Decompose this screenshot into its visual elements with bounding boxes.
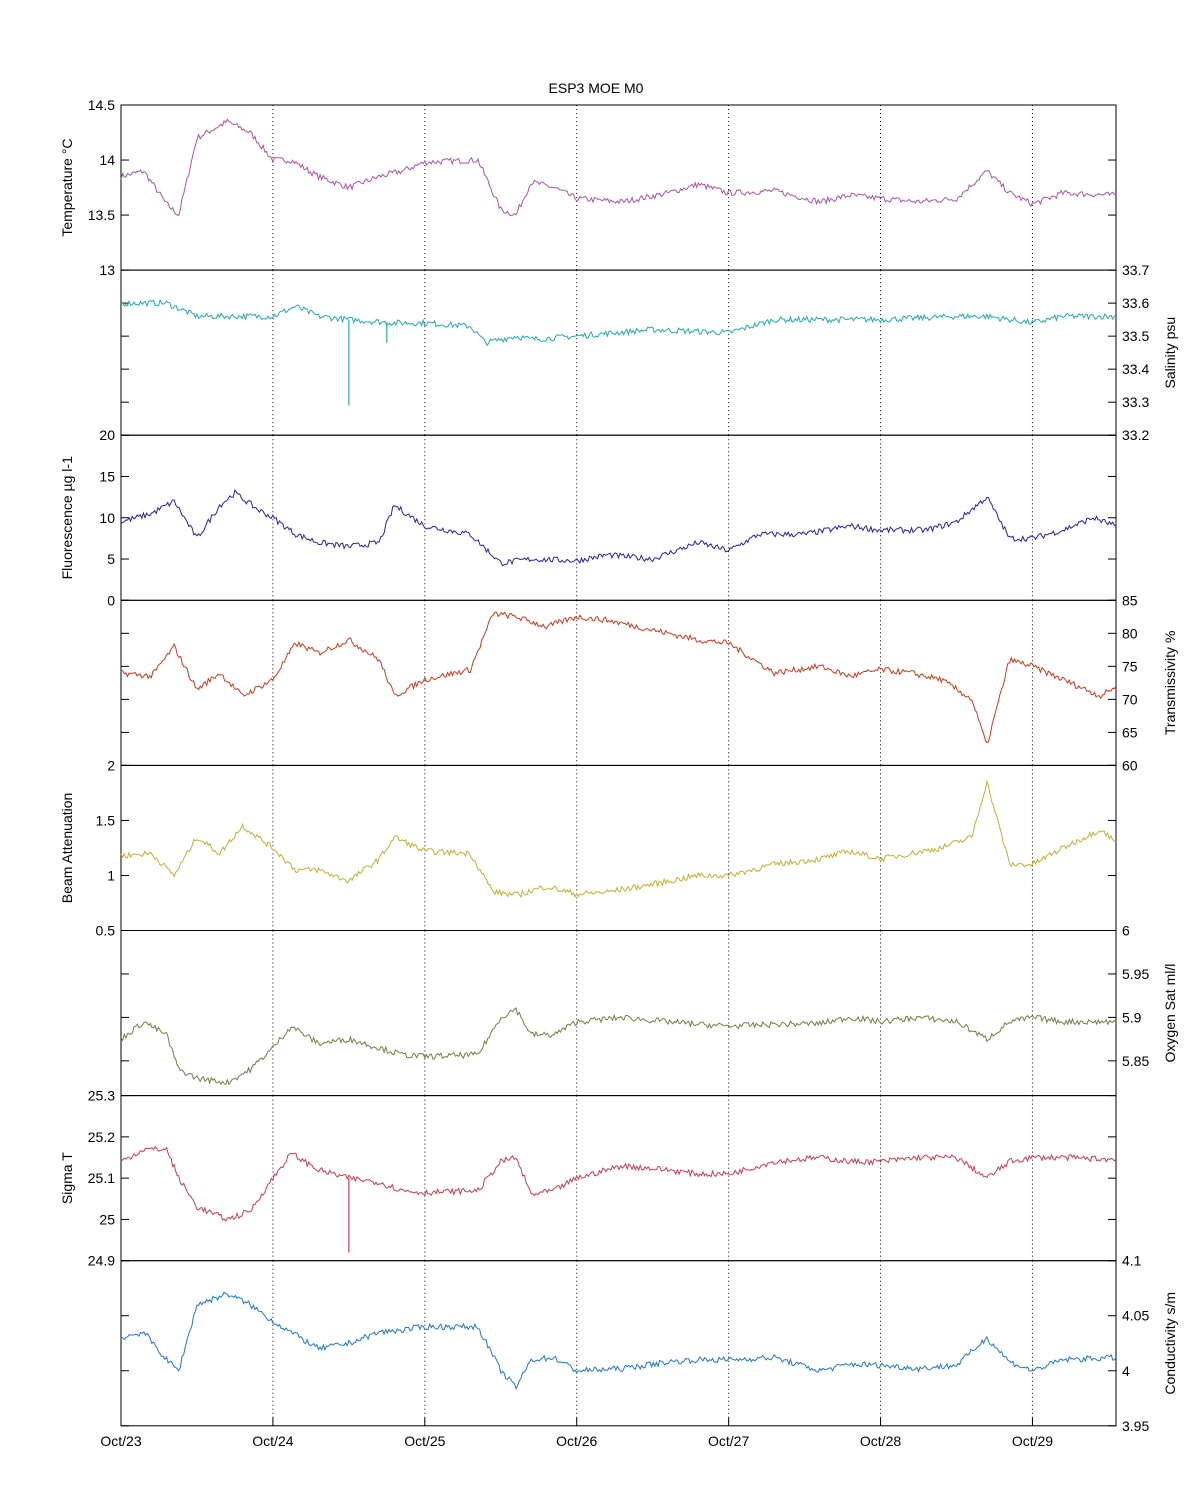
y-tick-label: 10 <box>99 510 115 526</box>
y-tick-label: 0 <box>107 592 115 608</box>
y-tick-label: 5.95 <box>1122 966 1149 982</box>
y-tick-label: 20 <box>99 427 115 443</box>
y-axis-label: Beam Attenuation <box>59 793 75 904</box>
x-tick-label: Oct/28 <box>860 1433 901 1449</box>
y-tick-label: 75 <box>1122 658 1138 674</box>
x-tick-label: Oct/24 <box>252 1433 293 1449</box>
y-tick-label: 60 <box>1122 757 1138 773</box>
panel-2: 33.2 33.3 33.4 33.5 33.6 33.7 Salinity psu <box>120 262 1178 443</box>
y-tick-label: 13.5 <box>88 207 115 223</box>
y-tick-label: 33.6 <box>1122 295 1149 311</box>
y-axis-label: Salinity psu <box>1162 317 1178 389</box>
series-line <box>120 611 1117 744</box>
y-tick-label: 33.7 <box>1122 262 1149 278</box>
y-tick-label: 4 <box>1122 1363 1130 1379</box>
panel-3: 0 5 10 15 20 Fluorescence µg l-1 <box>59 427 1117 608</box>
y-tick-label: 4.05 <box>1122 1308 1149 1324</box>
y-tick-label: 14.5 <box>88 97 115 113</box>
y-tick-label: 80 <box>1122 625 1138 641</box>
x-tick-label: Oct/27 <box>708 1433 749 1449</box>
y-tick-label: 33.2 <box>1122 427 1149 443</box>
y-axis-label: Oxygen Sat ml/l <box>1162 964 1178 1063</box>
panel-frame <box>120 1095 1117 1262</box>
panel-frame <box>120 1260 1117 1427</box>
panel-frame <box>120 764 1117 932</box>
y-tick-label: 1.5 <box>96 812 116 828</box>
y-tick-label: 25 <box>99 1211 115 1227</box>
x-tick-label: Oct/23 <box>100 1433 141 1449</box>
series-line <box>120 298 1117 347</box>
chart-title: ESP3 MOE M0 <box>549 80 644 96</box>
y-tick-label: 4.1 <box>1122 1253 1142 1269</box>
panel-1: 13 13.5 14 14.5 Temperature °C <box>59 97 1117 278</box>
x-tick-label: Oct/29 <box>1012 1433 1053 1449</box>
y-axis-label: Temperature °C <box>59 138 75 236</box>
series-line <box>120 489 1117 567</box>
y-axis-label: Conductivity s/m <box>1162 1292 1178 1395</box>
y-tick-label: 33.5 <box>1122 328 1149 344</box>
y-tick-label: 24.9 <box>88 1253 115 1269</box>
y-tick-label: 1 <box>107 867 115 883</box>
x-tick-label: Oct/25 <box>404 1433 445 1449</box>
panel-7: 24.9 25 25.1 25.2 25.3 Sigma T <box>59 1088 1117 1269</box>
y-tick-label: 5.9 <box>1122 1009 1142 1025</box>
y-tick-label: 33.3 <box>1122 394 1149 410</box>
y-tick-label: 5 <box>107 551 115 567</box>
panel-5: 0.5 1 1.5 2 Beam Attenuation <box>59 757 1117 939</box>
y-tick-label: 70 <box>1122 691 1138 707</box>
y-tick-label: 14 <box>99 152 115 168</box>
series-line <box>120 118 1117 217</box>
panel-frame <box>120 930 1117 1097</box>
y-tick-label: 3.95 <box>1122 1418 1149 1434</box>
y-tick-label: 5.85 <box>1122 1053 1149 1069</box>
y-tick-label: 25.1 <box>88 1170 115 1186</box>
series-line <box>120 1291 1117 1391</box>
panel-8: 3.95 4 4.05 4.1 Conductivity s/m <box>120 1253 1178 1434</box>
y-tick-label: 85 <box>1122 592 1138 608</box>
y-tick-label: 25.3 <box>88 1088 115 1104</box>
y-tick-label: 33.4 <box>1122 361 1149 377</box>
series-line <box>120 1145 1117 1222</box>
x-axis: Oct/23 Oct/24 Oct/25 Oct/26 Oct/27 Oct/28 Oct/… <box>100 1417 1053 1449</box>
y-tick-label: 65 <box>1122 724 1138 740</box>
y-tick-label: 2 <box>107 757 115 773</box>
y-axis-label: Sigma T <box>59 1152 75 1204</box>
panel-frame <box>120 269 1117 436</box>
y-axis-label: Fluorescence µg l-1 <box>59 456 75 579</box>
y-tick-label: 13 <box>99 262 115 278</box>
panel-4: 60 65 70 75 80 85 Transmissivity % <box>120 592 1178 773</box>
y-tick-label: 6 <box>1122 923 1130 939</box>
panel-frame <box>120 104 1117 271</box>
y-tick-label: 0.5 <box>96 923 116 939</box>
x-tick-label: Oct/26 <box>556 1433 597 1449</box>
y-tick-label: 15 <box>99 468 115 484</box>
y-tick-label: 25.2 <box>88 1129 115 1145</box>
series-line <box>120 1007 1117 1086</box>
series-line <box>120 779 1117 898</box>
panel-6: 5.85 5.9 5.95 6 Oxygen Sat ml/l <box>120 923 1178 1097</box>
y-axis-label: Transmissivity % <box>1162 631 1178 736</box>
